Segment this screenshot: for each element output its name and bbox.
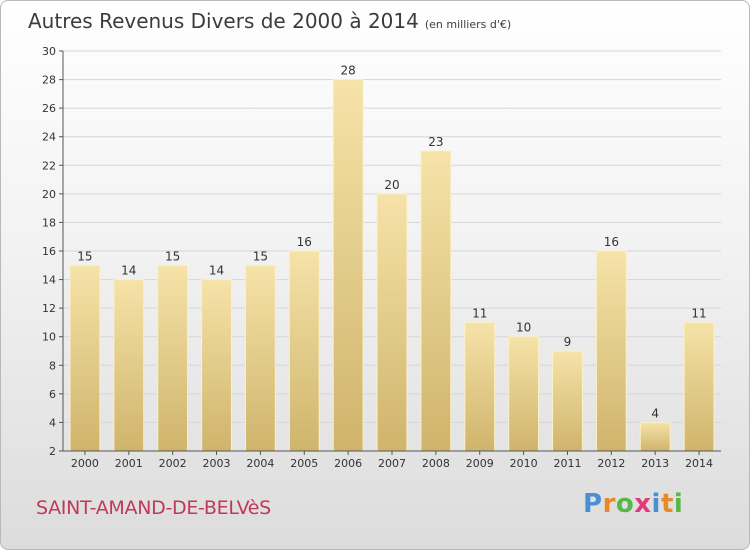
value-label: 14: [209, 264, 224, 278]
bar: [288, 250, 320, 452]
logo-letter: P: [583, 489, 603, 519]
y-tick-label: 2: [49, 445, 56, 458]
x-tick-label: 2003: [203, 457, 231, 470]
bar: [157, 264, 189, 452]
value-label: 15: [253, 249, 268, 263]
value-label: 28: [340, 64, 355, 78]
x-tick-label: 2012: [597, 457, 625, 470]
bar: [244, 264, 276, 452]
logo-letter: i: [651, 489, 661, 519]
chart-title-unit: (en milliers d'€): [424, 18, 512, 31]
proxiti-logo: Proxiti: [583, 489, 683, 519]
y-tick-label: 14: [42, 274, 56, 287]
value-label: 11: [472, 306, 487, 320]
value-label: 20: [384, 178, 399, 192]
bar: [639, 421, 671, 452]
bar: [69, 264, 101, 452]
commune-name: SAINT-AMAND-DE-BELVèS: [36, 497, 271, 519]
value-label: 15: [77, 249, 92, 263]
logo-letter: r: [602, 489, 616, 519]
x-tick-label: 2014: [685, 457, 713, 470]
x-tick-label: 2008: [422, 457, 450, 470]
y-tick-label: 12: [42, 302, 56, 315]
logo-letter: x: [634, 489, 652, 519]
y-tick-label: 30: [42, 45, 56, 58]
y-tick-label: 20: [42, 188, 56, 201]
y-tick-label: 18: [42, 216, 56, 229]
bar: [113, 279, 145, 452]
y-tick-label: 8: [49, 359, 56, 372]
x-tick-label: 2000: [71, 457, 99, 470]
value-label: 14: [121, 264, 136, 278]
y-tick-label: 26: [42, 102, 56, 115]
value-label: 23: [428, 135, 443, 149]
bars: [69, 79, 715, 452]
logo-letter: t: [660, 489, 674, 519]
axes: [59, 50, 721, 455]
labels: 2468101214161820222426283015200014200115…: [42, 45, 713, 470]
value-label: 15: [165, 249, 180, 263]
bar: [464, 321, 496, 452]
chart-title: Autres Revenus Divers de 2000 à 2014 (en …: [28, 9, 511, 33]
y-tick-label: 16: [42, 245, 56, 258]
y-tick-label: 4: [49, 416, 56, 429]
value-label: 9: [564, 335, 572, 349]
bar: [420, 150, 452, 452]
value-label: 10: [516, 321, 531, 335]
y-tick-label: 10: [42, 331, 56, 344]
x-tick-label: 2005: [290, 457, 318, 470]
y-tick-label: 24: [42, 131, 56, 144]
value-label: 16: [297, 235, 312, 249]
x-tick-label: 2010: [510, 457, 538, 470]
bar: [508, 336, 540, 452]
x-tick-label: 2011: [553, 457, 581, 470]
y-tick-label: 28: [42, 74, 56, 87]
x-tick-label: 2004: [246, 457, 274, 470]
bar: [595, 250, 627, 452]
y-tick-label: 6: [49, 388, 56, 401]
x-tick-label: 2009: [466, 457, 494, 470]
value-label: 11: [691, 306, 706, 320]
y-tick-label: 22: [42, 159, 56, 172]
x-tick-label: 2013: [641, 457, 669, 470]
bar: [376, 193, 408, 452]
bar: [332, 79, 364, 452]
x-tick-label: 2006: [334, 457, 362, 470]
bar: [201, 279, 232, 452]
x-tick-label: 2007: [378, 457, 406, 470]
chart-title-main: Autres Revenus Divers de 2000 à 2014: [28, 9, 419, 33]
bar: [683, 321, 715, 452]
value-label: 4: [651, 406, 659, 420]
logo-letter: i: [673, 489, 684, 519]
logo-letter: o: [615, 489, 635, 519]
value-label: 16: [604, 235, 619, 249]
x-tick-label: 2001: [115, 457, 143, 470]
x-tick-label: 2002: [159, 457, 187, 470]
bar: [552, 350, 583, 452]
